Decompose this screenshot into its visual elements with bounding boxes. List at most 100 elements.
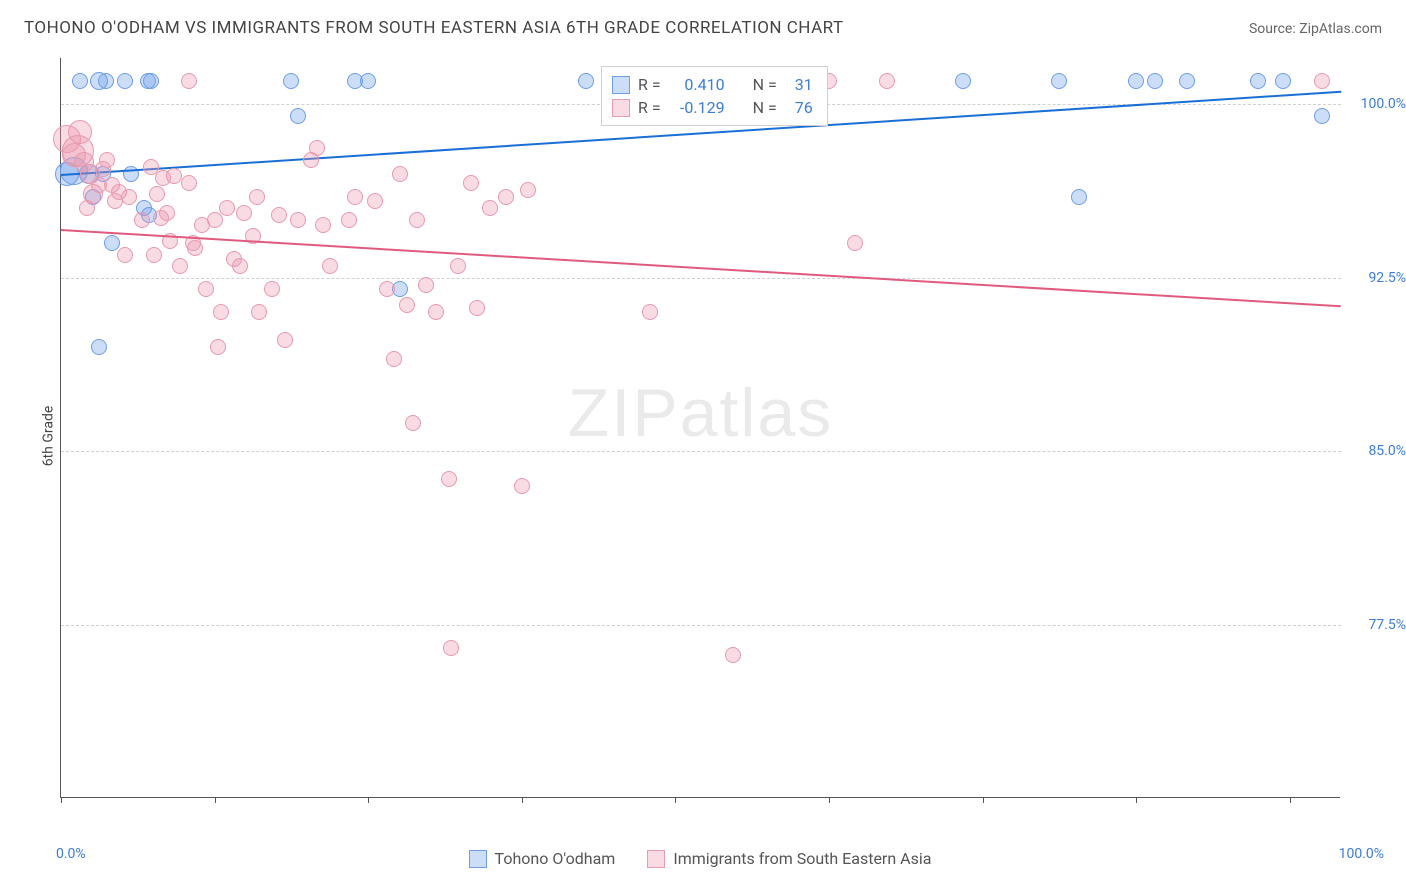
data-point — [520, 182, 536, 198]
data-point — [443, 640, 459, 656]
y-tick-label: 92.5% — [1368, 270, 1406, 286]
data-point — [290, 108, 306, 124]
stats-row: R = -0.129N = 76 — [612, 96, 813, 119]
data-point — [725, 647, 741, 663]
x-tick — [1136, 797, 1137, 803]
data-point — [1250, 73, 1266, 89]
data-point — [172, 258, 188, 274]
r-value: 0.410 — [669, 75, 725, 94]
legend-label: Immigrants from South Eastern Asia — [673, 849, 931, 868]
data-point — [198, 281, 214, 297]
data-point — [514, 478, 530, 494]
data-point — [341, 212, 357, 228]
data-point — [482, 200, 498, 216]
data-point — [219, 200, 235, 216]
y-tick-label: 100.0% — [1361, 96, 1406, 112]
data-point — [409, 212, 425, 228]
data-point — [1314, 73, 1330, 89]
x-tick — [215, 797, 216, 803]
data-point — [68, 120, 92, 144]
data-point — [399, 297, 415, 313]
stats-row: R = 0.410N = 31 — [612, 73, 813, 96]
legend-swatch — [612, 99, 630, 117]
data-point — [1128, 73, 1144, 89]
data-point — [181, 175, 197, 191]
x-tick — [522, 797, 523, 803]
data-point — [159, 205, 175, 221]
data-point — [72, 73, 88, 89]
x-tick — [61, 797, 62, 803]
data-point — [847, 235, 863, 251]
watermark: ZIPatlas — [568, 374, 833, 452]
data-point — [463, 175, 479, 191]
data-point — [498, 189, 514, 205]
data-point — [322, 258, 338, 274]
regression-line — [61, 229, 1341, 307]
series-legend: Tohono O'odham Immigrants from South East… — [60, 849, 1340, 868]
legend-swatch — [612, 76, 630, 94]
gridline — [61, 451, 1341, 452]
data-point — [149, 186, 165, 202]
data-point — [187, 240, 203, 256]
y-tick-label: 85.0% — [1368, 443, 1406, 459]
data-point — [315, 217, 331, 233]
data-point — [91, 339, 107, 355]
data-point — [418, 277, 434, 293]
legend-item: Immigrants from South Eastern Asia — [647, 849, 931, 868]
x-tick — [1290, 797, 1291, 803]
data-point — [117, 247, 133, 263]
data-point — [210, 339, 226, 355]
data-point — [290, 212, 306, 228]
r-label: R = — [638, 98, 661, 117]
data-point — [1179, 73, 1195, 89]
source-label: Source: ZipAtlas.com — [1249, 21, 1382, 37]
data-point — [264, 281, 280, 297]
legend-label: Tohono O'odham — [495, 849, 616, 868]
data-point — [379, 281, 395, 297]
data-point — [251, 304, 267, 320]
data-point — [213, 304, 229, 320]
data-point — [386, 351, 402, 367]
data-point — [249, 189, 265, 205]
data-point — [367, 193, 383, 209]
data-point — [1275, 73, 1291, 89]
n-label: N = — [753, 98, 777, 117]
data-point — [236, 205, 252, 221]
x-tick — [675, 797, 676, 803]
data-point — [207, 212, 223, 228]
data-point — [232, 258, 248, 274]
data-point — [166, 168, 182, 184]
n-label: N = — [753, 75, 777, 94]
data-point — [405, 415, 421, 431]
data-point — [271, 207, 287, 223]
data-point — [441, 471, 457, 487]
data-point — [283, 73, 299, 89]
data-point — [347, 189, 363, 205]
data-point — [117, 73, 133, 89]
data-point — [121, 189, 137, 205]
chart-container: 6th Grade ZIPatlas R = 0.410N = 31R = -0… — [60, 58, 1380, 828]
data-point — [392, 166, 408, 182]
legend-swatch — [647, 850, 665, 868]
data-point — [360, 73, 376, 89]
data-point — [642, 304, 658, 320]
legend-swatch — [469, 850, 487, 868]
data-point — [99, 152, 115, 168]
data-point — [146, 247, 162, 263]
data-point — [578, 73, 594, 89]
y-axis-label: 6th Grade — [40, 406, 56, 467]
legend-item: Tohono O'odham — [469, 849, 616, 868]
x-tick — [983, 797, 984, 803]
x-axis-max-label: 100.0% — [1339, 846, 1384, 862]
r-value: -0.129 — [669, 98, 725, 117]
stats-legend: R = 0.410N = 31R = -0.129N = 76 — [601, 66, 828, 126]
data-point — [450, 258, 466, 274]
plot-area: ZIPatlas R = 0.410N = 31R = -0.129N = 76… — [60, 58, 1340, 798]
data-point — [469, 300, 485, 316]
data-point — [1071, 189, 1087, 205]
data-point — [879, 73, 895, 89]
data-point — [955, 73, 971, 89]
gridline — [61, 278, 1341, 279]
data-point — [98, 73, 114, 89]
data-point — [428, 304, 444, 320]
